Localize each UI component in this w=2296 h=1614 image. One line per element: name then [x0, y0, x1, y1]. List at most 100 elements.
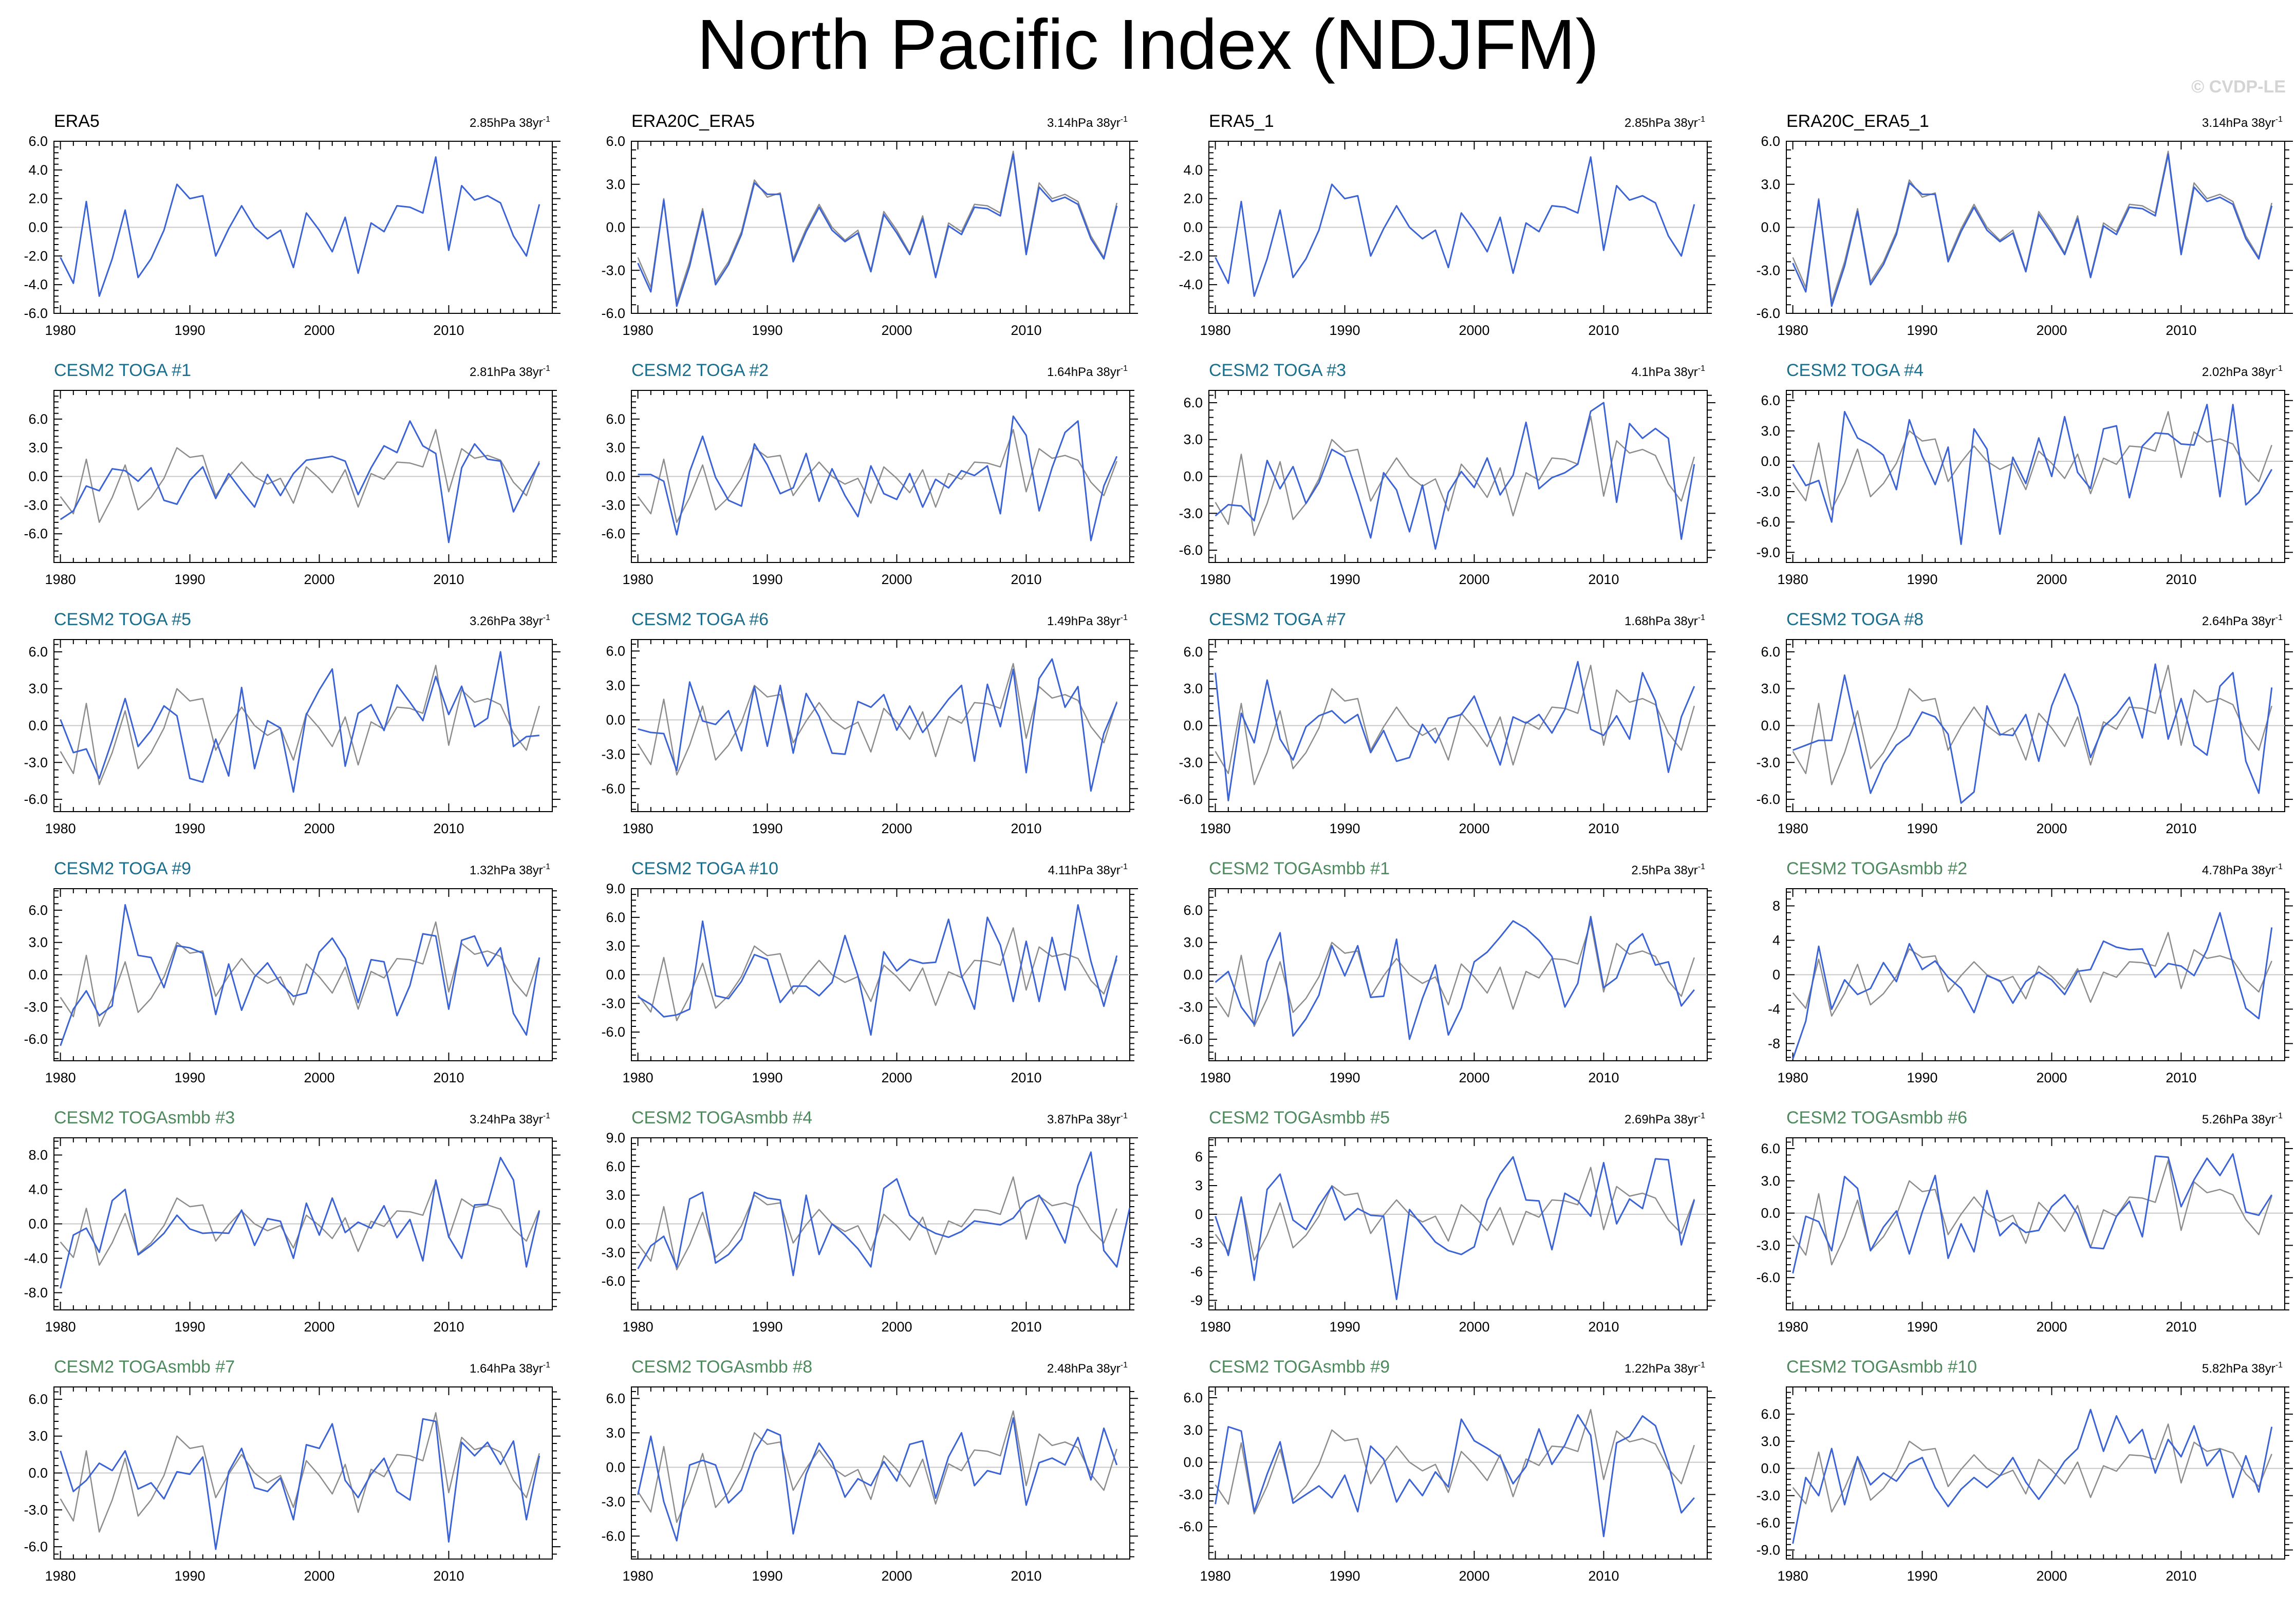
chart-svg: CESM2 TOGA #5 3.26hPa 38yr-1 1980 1990 2000 2…	[24, 610, 561, 836]
panel-title: CESM2 TOGAsmbb #5	[1209, 1108, 1390, 1128]
y-tick-label: -9.0	[1756, 545, 1780, 560]
y-tick-label: -3.0	[601, 996, 625, 1011]
panel-title: CESM2 TOGA #8	[1786, 610, 1924, 629]
y-tick-label: -4.0	[24, 1251, 48, 1266]
x-tick-label: 1990	[1330, 323, 1360, 338]
x-tick-label: 1980	[1778, 821, 1808, 836]
chart-svg: ERA5_1 2.85hPa 38yr-1 1980 1990 2000 2010 4.0 2…	[1179, 111, 1715, 338]
panel-title: CESM2 TOGAsmbb #6	[1786, 1108, 1967, 1128]
chart-svg: CESM2 TOGAsmbb #3 3.24hPa 38yr-1 1980 1990 2…	[24, 1108, 561, 1335]
chart-svg: CESM2 TOGA #10 4.11hPa 38yr-1 1980 1990 2000…	[601, 859, 1138, 1085]
y-tick-label: -2.0	[1179, 248, 1203, 264]
y-tick-label: 3.0	[606, 678, 625, 693]
trend-label: 2.69hPa 38yr-1	[1625, 1112, 1705, 1127]
trend-label: 1.64hPa 38yr-1	[1047, 364, 1128, 379]
y-tick-label: -2.0	[24, 248, 48, 264]
y-tick-label: -3.0	[1756, 1237, 1780, 1253]
chart-svg: CESM2 TOGAsmbb #7 1.64hPa 38yr-1 1980 1990 2…	[24, 1357, 561, 1584]
x-tick-label: 1980	[623, 323, 654, 338]
y-tick-label: 4	[1772, 933, 1780, 948]
x-tick-label: 2010	[1588, 1070, 1619, 1085]
x-tick-label: 2010	[433, 1568, 464, 1584]
panel-title: ERA20C_ERA5_1	[1786, 111, 1929, 131]
model-series-line	[60, 420, 540, 543]
panel-title: ERA20C_ERA5	[631, 111, 755, 131]
y-tick-label: -6.0	[1756, 1515, 1780, 1530]
chart-panel: CESM2 TOGA #4 2.02hPa 38yr-1 1980 1990 2000 2…	[1738, 354, 2296, 601]
obs-series-line	[637, 1410, 1117, 1523]
y-tick-label: -6.0	[1179, 792, 1203, 807]
y-tick-label: -4	[1768, 1002, 1780, 1017]
x-tick-label: 2010	[433, 1319, 464, 1335]
y-tick-label: -6.0	[24, 792, 48, 807]
panel-title: CESM2 TOGAsmbb #7	[54, 1357, 235, 1377]
chart-svg: ERA5 2.85hPa 38yr-1 1980 1990 2000 2010 6.0 4.0…	[24, 111, 561, 338]
y-tick-label: 0.0	[28, 469, 48, 484]
y-tick-label: -3.0	[1179, 999, 1203, 1015]
chart-panel: ERA20C_ERA5 3.14hPa 38yr-1 1980 1990 2000 201…	[583, 105, 1158, 352]
x-tick-label: 1980	[1778, 572, 1808, 587]
x-tick-label: 1980	[1778, 1070, 1808, 1085]
obs-series-line	[60, 665, 540, 785]
chart-panel: CESM2 TOGAsmbb #1 2.5hPa 38yr-1 1980 1990 20…	[1160, 853, 1735, 1099]
x-tick-label: 2000	[881, 1568, 912, 1584]
panel-title: CESM2 TOGAsmbb #3	[54, 1108, 235, 1128]
trend-label: 2.85hPa 38yr-1	[470, 115, 550, 130]
obs-series-line	[1215, 1409, 1695, 1515]
trend-label: 3.14hPa 38yr-1	[1047, 115, 1128, 130]
y-tick-label: 6.0	[1761, 1406, 1780, 1422]
x-tick-label: 2000	[1459, 323, 1489, 338]
panel-title: CESM2 TOGA #7	[1209, 610, 1346, 629]
y-tick-label: 3.0	[1183, 1422, 1203, 1438]
x-tick-label: 1990	[175, 1070, 206, 1085]
trend-label: 2.48hPa 38yr-1	[1047, 1361, 1128, 1376]
trend-label: 1.32hPa 38yr-1	[470, 862, 550, 877]
x-tick-label: 1990	[1330, 1568, 1360, 1584]
x-tick-label: 1990	[175, 1568, 206, 1584]
y-tick-label: 3.0	[1761, 423, 1780, 439]
y-tick-label: 0.0	[1761, 220, 1780, 235]
x-tick-label: 2010	[1011, 1070, 1041, 1085]
x-tick-label: 1990	[1330, 572, 1360, 587]
panel-title: CESM2 TOGAsmbb #9	[1209, 1357, 1390, 1377]
y-tick-label: -3.0	[1179, 755, 1203, 770]
plot-frame	[1786, 1137, 2285, 1310]
trend-label: 3.87hPa 38yr-1	[1047, 1112, 1128, 1127]
y-tick-label: 6.0	[28, 1392, 48, 1407]
y-tick-label: 6.0	[28, 644, 48, 660]
x-tick-label: 2010	[433, 323, 464, 338]
y-tick-label: 6.0	[606, 411, 625, 427]
y-tick-label: 0.0	[28, 1216, 48, 1232]
obs-series-line	[637, 151, 1118, 303]
trend-label: 4.78hPa 38yr-1	[2202, 862, 2283, 877]
trend-label: 3.26hPa 38yr-1	[470, 613, 550, 628]
x-tick-label: 1980	[45, 1319, 76, 1335]
y-tick-label: 6.0	[1183, 644, 1203, 660]
x-tick-label: 2010	[2166, 1319, 2196, 1335]
x-tick-label: 1990	[1907, 323, 1938, 338]
y-tick-label: -6.0	[1756, 1270, 1780, 1285]
y-tick-label: -4.0	[24, 277, 48, 292]
x-tick-label: 2010	[2166, 1568, 2196, 1584]
panel-title: CESM2 TOGAsmbb #10	[1786, 1357, 1977, 1377]
model-series-line	[1793, 663, 2273, 804]
panel-title: ERA5	[54, 111, 100, 131]
y-tick-label: -3.0	[1756, 755, 1780, 770]
y-tick-label: 3.0	[1761, 1173, 1780, 1189]
y-tick-label: 0.0	[1761, 718, 1780, 734]
plot-frame	[1208, 1386, 1708, 1560]
x-tick-label: 2010	[1011, 821, 1041, 836]
model-series-line	[60, 904, 540, 1046]
x-tick-label: 2010	[1588, 1568, 1619, 1584]
chart-panel: CESM2 TOGA #5 3.26hPa 38yr-1 1980 1990 2000 2…	[5, 604, 581, 850]
model-series-line	[60, 1157, 540, 1289]
x-tick-label: 1990	[1907, 1568, 1938, 1584]
x-tick-label: 2010	[2166, 572, 2196, 587]
y-tick-label: -3.0	[1179, 505, 1203, 521]
trend-label: 1.64hPa 38yr-1	[470, 1361, 550, 1376]
x-tick-label: 2000	[304, 323, 334, 338]
x-tick-label: 2000	[1459, 821, 1489, 836]
trend-label: 4.1hPa 38yr-1	[1631, 364, 1705, 379]
chart-svg: CESM2 TOGA #9 1.32hPa 38yr-1 1980 1990 2000 2…	[24, 859, 561, 1085]
